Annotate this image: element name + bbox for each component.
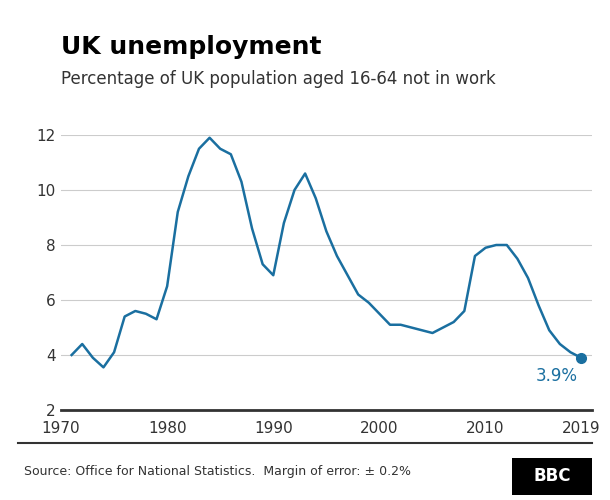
Text: Source: Office for National Statistics.  Margin of error: ± 0.2%: Source: Office for National Statistics. … [24,465,411,478]
Text: Percentage of UK population aged 16-64 not in work: Percentage of UK population aged 16-64 n… [61,70,496,88]
Text: BBC: BBC [533,467,571,485]
Text: UK unemployment: UK unemployment [61,35,321,59]
Text: 3.9%: 3.9% [536,367,578,385]
